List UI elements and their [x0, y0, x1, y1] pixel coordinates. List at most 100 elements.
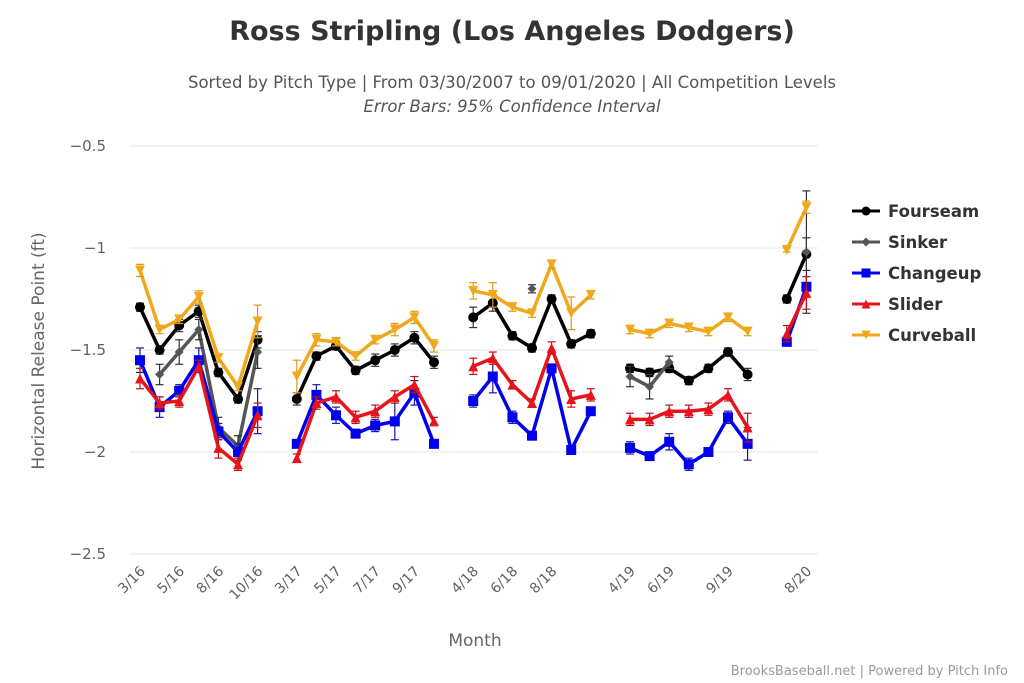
data-point-curveball[interactable] — [409, 312, 420, 323]
data-point-curveball[interactable] — [311, 334, 322, 345]
data-point-changeup[interactable] — [507, 412, 518, 423]
data-point-fourseam[interactable] — [527, 342, 537, 353]
data-point-curveball[interactable] — [252, 316, 263, 327]
data-point-changeup[interactable] — [468, 396, 479, 406]
data-point-sinker[interactable] — [527, 284, 537, 294]
legend-item-changeup[interactable]: Changeup — [852, 264, 981, 283]
data-point-fourseam[interactable] — [683, 375, 694, 386]
data-point-slider[interactable] — [527, 398, 537, 409]
data-point-slider[interactable] — [429, 416, 439, 427]
data-point-curveball[interactable] — [703, 326, 714, 337]
data-point-curveball[interactable] — [193, 291, 204, 302]
data-point-slider[interactable] — [585, 389, 596, 400]
data-point-sinker[interactable] — [155, 369, 165, 379]
data-point-fourseam[interactable] — [566, 338, 577, 349]
data-point-slider[interactable] — [742, 422, 753, 433]
data-point-slider[interactable] — [468, 361, 479, 372]
data-point-changeup[interactable] — [487, 371, 498, 382]
data-point-slider[interactable] — [291, 453, 302, 464]
data-point-changeup[interactable] — [644, 451, 655, 462]
data-point-slider[interactable] — [625, 414, 635, 425]
data-point-fourseam[interactable] — [135, 302, 145, 313]
data-point-changeup[interactable] — [742, 438, 753, 449]
data-point-slider[interactable] — [703, 404, 714, 415]
data-point-curveball[interactable] — [664, 318, 675, 329]
data-point-changeup[interactable] — [723, 412, 733, 423]
data-point-slider[interactable] — [546, 342, 557, 353]
data-point-slider[interactable] — [233, 459, 243, 470]
data-point-changeup[interactable] — [311, 389, 322, 400]
data-point-fourseam[interactable] — [781, 294, 792, 304]
data-point-slider[interactable] — [154, 398, 165, 409]
data-point-changeup[interactable] — [213, 426, 224, 437]
data-point-fourseam[interactable] — [233, 393, 243, 404]
data-point-changeup[interactable] — [625, 442, 635, 453]
data-point-slider[interactable] — [350, 412, 361, 423]
data-point-slider[interactable] — [331, 391, 341, 402]
data-point-slider[interactable] — [644, 414, 655, 425]
data-point-changeup[interactable] — [291, 438, 302, 449]
data-point-fourseam[interactable] — [370, 355, 381, 366]
data-point-slider[interactable] — [566, 393, 577, 404]
data-point-changeup[interactable] — [566, 444, 577, 455]
data-point-changeup[interactable] — [389, 416, 400, 427]
data-point-changeup[interactable] — [174, 385, 185, 396]
data-point-curveball[interactable] — [291, 371, 302, 382]
data-point-sinker[interactable] — [194, 325, 204, 335]
data-point-curveball[interactable] — [487, 289, 498, 300]
data-point-changeup[interactable] — [703, 447, 714, 457]
data-point-curveball[interactable] — [585, 289, 596, 300]
data-point-fourseam[interactable] — [213, 367, 224, 378]
data-point-changeup[interactable] — [585, 406, 596, 417]
data-point-curveball[interactable] — [370, 334, 381, 345]
data-point-curveball[interactable] — [527, 308, 537, 319]
data-point-slider[interactable] — [389, 391, 400, 402]
legend-item-sinker[interactable]: Sinker — [852, 233, 948, 252]
data-point-fourseam[interactable] — [389, 345, 400, 355]
data-point-curveball[interactable] — [213, 353, 224, 364]
data-point-slider[interactable] — [213, 442, 224, 453]
data-point-fourseam[interactable] — [546, 294, 557, 304]
data-point-changeup[interactable] — [683, 459, 694, 470]
data-point-sinker[interactable] — [645, 382, 655, 392]
data-point-slider[interactable] — [664, 406, 675, 417]
data-point-curveball[interactable] — [644, 328, 655, 339]
data-point-fourseam[interactable] — [154, 345, 165, 355]
data-point-changeup[interactable] — [546, 363, 557, 374]
data-point-curveball[interactable] — [546, 259, 557, 270]
data-point-slider[interactable] — [135, 373, 145, 384]
data-point-sinker[interactable] — [625, 372, 635, 382]
data-point-curveball[interactable] — [389, 324, 400, 335]
legend-item-curveball[interactable]: Curveball — [852, 326, 976, 345]
data-point-fourseam[interactable] — [723, 347, 733, 358]
data-point-slider[interactable] — [507, 379, 518, 390]
data-point-curveball[interactable] — [154, 324, 165, 335]
data-point-fourseam[interactable] — [429, 357, 439, 368]
data-point-changeup[interactable] — [331, 410, 341, 421]
data-point-curveball[interactable] — [742, 326, 753, 337]
data-point-changeup[interactable] — [135, 355, 145, 366]
data-point-slider[interactable] — [723, 389, 733, 400]
data-point-slider[interactable] — [781, 328, 792, 339]
credits[interactable]: BrooksBaseball.net | Powered by Pitch In… — [731, 664, 1008, 679]
data-point-changeup[interactable] — [370, 420, 381, 431]
data-point-fourseam[interactable] — [703, 363, 714, 374]
data-point-sinker[interactable] — [801, 247, 811, 257]
data-point-changeup[interactable] — [233, 447, 243, 457]
data-point-sinker[interactable] — [253, 347, 263, 357]
data-point-slider[interactable] — [370, 406, 381, 417]
data-point-fourseam[interactable] — [311, 351, 322, 362]
data-point-slider[interactable] — [801, 287, 812, 298]
data-point-curveball[interactable] — [135, 265, 145, 276]
data-point-fourseam[interactable] — [742, 369, 753, 380]
data-point-curveball[interactable] — [429, 340, 439, 351]
data-point-sinker[interactable] — [174, 347, 184, 357]
data-point-curveball[interactable] — [625, 324, 635, 335]
data-point-fourseam[interactable] — [409, 332, 420, 343]
data-point-changeup[interactable] — [350, 428, 361, 439]
data-point-curveball[interactable] — [683, 322, 694, 333]
data-point-slider[interactable] — [193, 361, 204, 372]
data-point-curveball[interactable] — [233, 381, 243, 392]
data-point-curveball[interactable] — [723, 312, 733, 323]
data-point-changeup[interactable] — [664, 436, 675, 447]
